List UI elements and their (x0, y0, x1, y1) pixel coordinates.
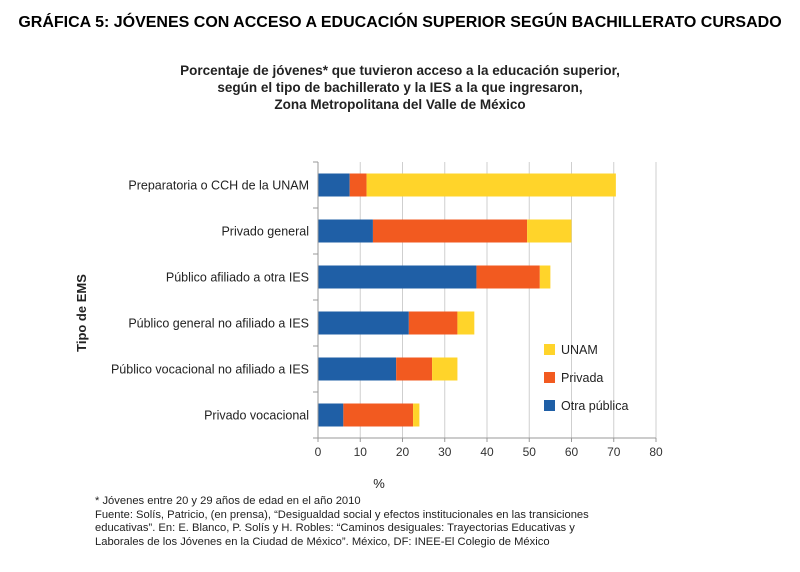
category-label: Preparatoria o CCH de la UNAM (128, 179, 309, 193)
bar-segment (343, 403, 414, 427)
legend-label: Otra pública (561, 399, 628, 413)
bars (318, 173, 616, 427)
x-tick-label: 50 (523, 445, 537, 459)
bar-segment (366, 173, 616, 197)
x-tick-label: 40 (480, 445, 494, 459)
bar-segment (408, 311, 458, 335)
bar-segment (432, 357, 458, 381)
note-line-1: * Jóvenes entre 20 y 29 años de edad en … (95, 495, 361, 507)
axes (317, 162, 656, 439)
note-line-3: educativas”. En: E. Blanco, P. Solís y H… (95, 522, 575, 535)
bar-segment (539, 265, 551, 289)
source-notes: * Jóvenes entre 20 y 29 años de edad en … (95, 495, 785, 549)
legend: UNAM Privada Otra pública (544, 343, 628, 413)
bar-segment (396, 357, 433, 381)
note-line-4: Laborales de los Jóvenes en la Ciudad de… (95, 535, 550, 548)
category-label: Público vocacional no afiliado a IES (111, 363, 309, 377)
gridlines (313, 161, 657, 442)
legend-swatch (544, 400, 555, 411)
chart-title-line-1: Porcentaje de jóvenes* que tuvieron acce… (180, 63, 620, 78)
bar-segment (457, 311, 475, 335)
x-axis-label: % (373, 476, 385, 491)
bar-segment (318, 357, 397, 381)
category-labels: Preparatoria o CCH de la UNAM Privado gen… (111, 179, 309, 423)
category-label: Privado vocacional (204, 409, 309, 423)
bar-segment (318, 219, 373, 243)
x-tick-label: 10 (354, 445, 368, 459)
bar-segment (527, 219, 572, 243)
bar-segment (318, 173, 350, 197)
x-tick-label: 0 (315, 445, 322, 459)
legend-label: UNAM (561, 343, 598, 357)
legend-label: Privada (561, 371, 603, 385)
y-axis-label: Tipo de EMS (74, 274, 89, 352)
category-label: Privado general (221, 225, 309, 239)
bar-segment (318, 311, 409, 335)
x-tick-label: 20 (396, 445, 410, 459)
bar-segment (318, 265, 477, 289)
x-tick-label: 70 (607, 445, 621, 459)
legend-swatch (544, 344, 555, 355)
x-tick-label: 80 (649, 445, 663, 459)
bar-segment (413, 403, 420, 427)
x-tick-label: 30 (438, 445, 452, 459)
bar-segment (476, 265, 540, 289)
x-tick-labels: 0 10 20 30 40 50 60 70 80 (315, 445, 663, 459)
bar-segment (318, 403, 344, 427)
bar-segment (372, 219, 528, 243)
chart-title-line-3: Zona Metropolitana del Valle de México (274, 97, 526, 112)
chart-title: Porcentaje de jóvenes* que tuvieron acce… (0, 62, 800, 113)
legend-swatch (544, 372, 555, 383)
category-label: Público general no afiliado a IES (128, 317, 309, 331)
bar-segment (349, 173, 367, 197)
page-title: GRÁFICA 5: JÓVENES CON ACCESO A EDUCACIÓ… (18, 14, 782, 31)
note-line-2: Fuente: Solís, Patricio, (en prensa), “D… (95, 508, 589, 521)
x-tick-label: 60 (565, 445, 579, 459)
chart-title-line-2: según el tipo de bachillerato y la IES a… (217, 80, 583, 95)
category-label: Público afiliado a otra IES (166, 271, 309, 285)
